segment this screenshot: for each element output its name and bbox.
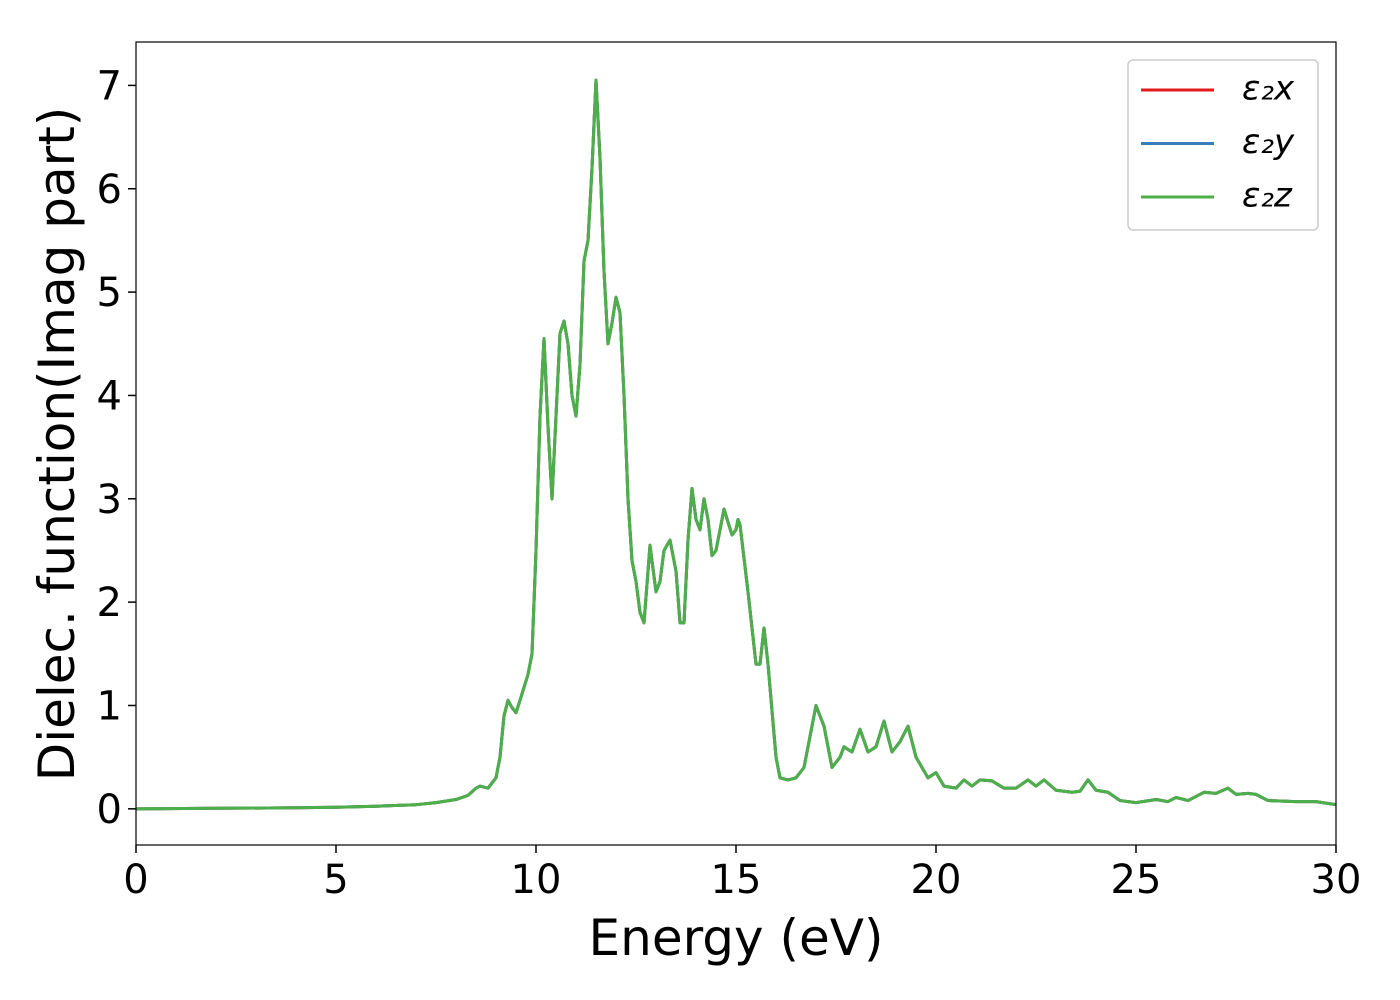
y-axis-label: Dielec. function(Imag part)	[28, 107, 86, 782]
x-tick-label: 10	[511, 857, 562, 903]
x-tick-label: 15	[711, 857, 762, 903]
y-tick-label: 1	[97, 683, 122, 729]
y-tick-label: 0	[97, 787, 122, 833]
x-tick-label: 20	[911, 857, 962, 903]
legend-label: ε₂y	[1242, 122, 1295, 162]
x-axis-label: Energy (eV)	[589, 909, 884, 967]
y-tick-label: 3	[97, 477, 122, 523]
y-tick-label: 5	[97, 270, 122, 316]
legend-label: ε₂z	[1242, 176, 1293, 216]
y-tick-label: 6	[97, 167, 122, 213]
y-tick-label: 4	[97, 373, 122, 419]
x-tick-label: 25	[1111, 857, 1162, 903]
data-line	[136, 78, 1336, 811]
x-tick-label: 0	[123, 857, 148, 903]
y-tick-label: 2	[97, 580, 122, 626]
plot-frame	[135, 41, 1337, 846]
y-tick-label: 7	[97, 63, 122, 109]
legend-box	[1127, 59, 1319, 231]
x-tick-label: 30	[1311, 857, 1362, 903]
x-tick-label: 5	[323, 857, 348, 903]
legend-label: ε₂x	[1242, 69, 1295, 109]
